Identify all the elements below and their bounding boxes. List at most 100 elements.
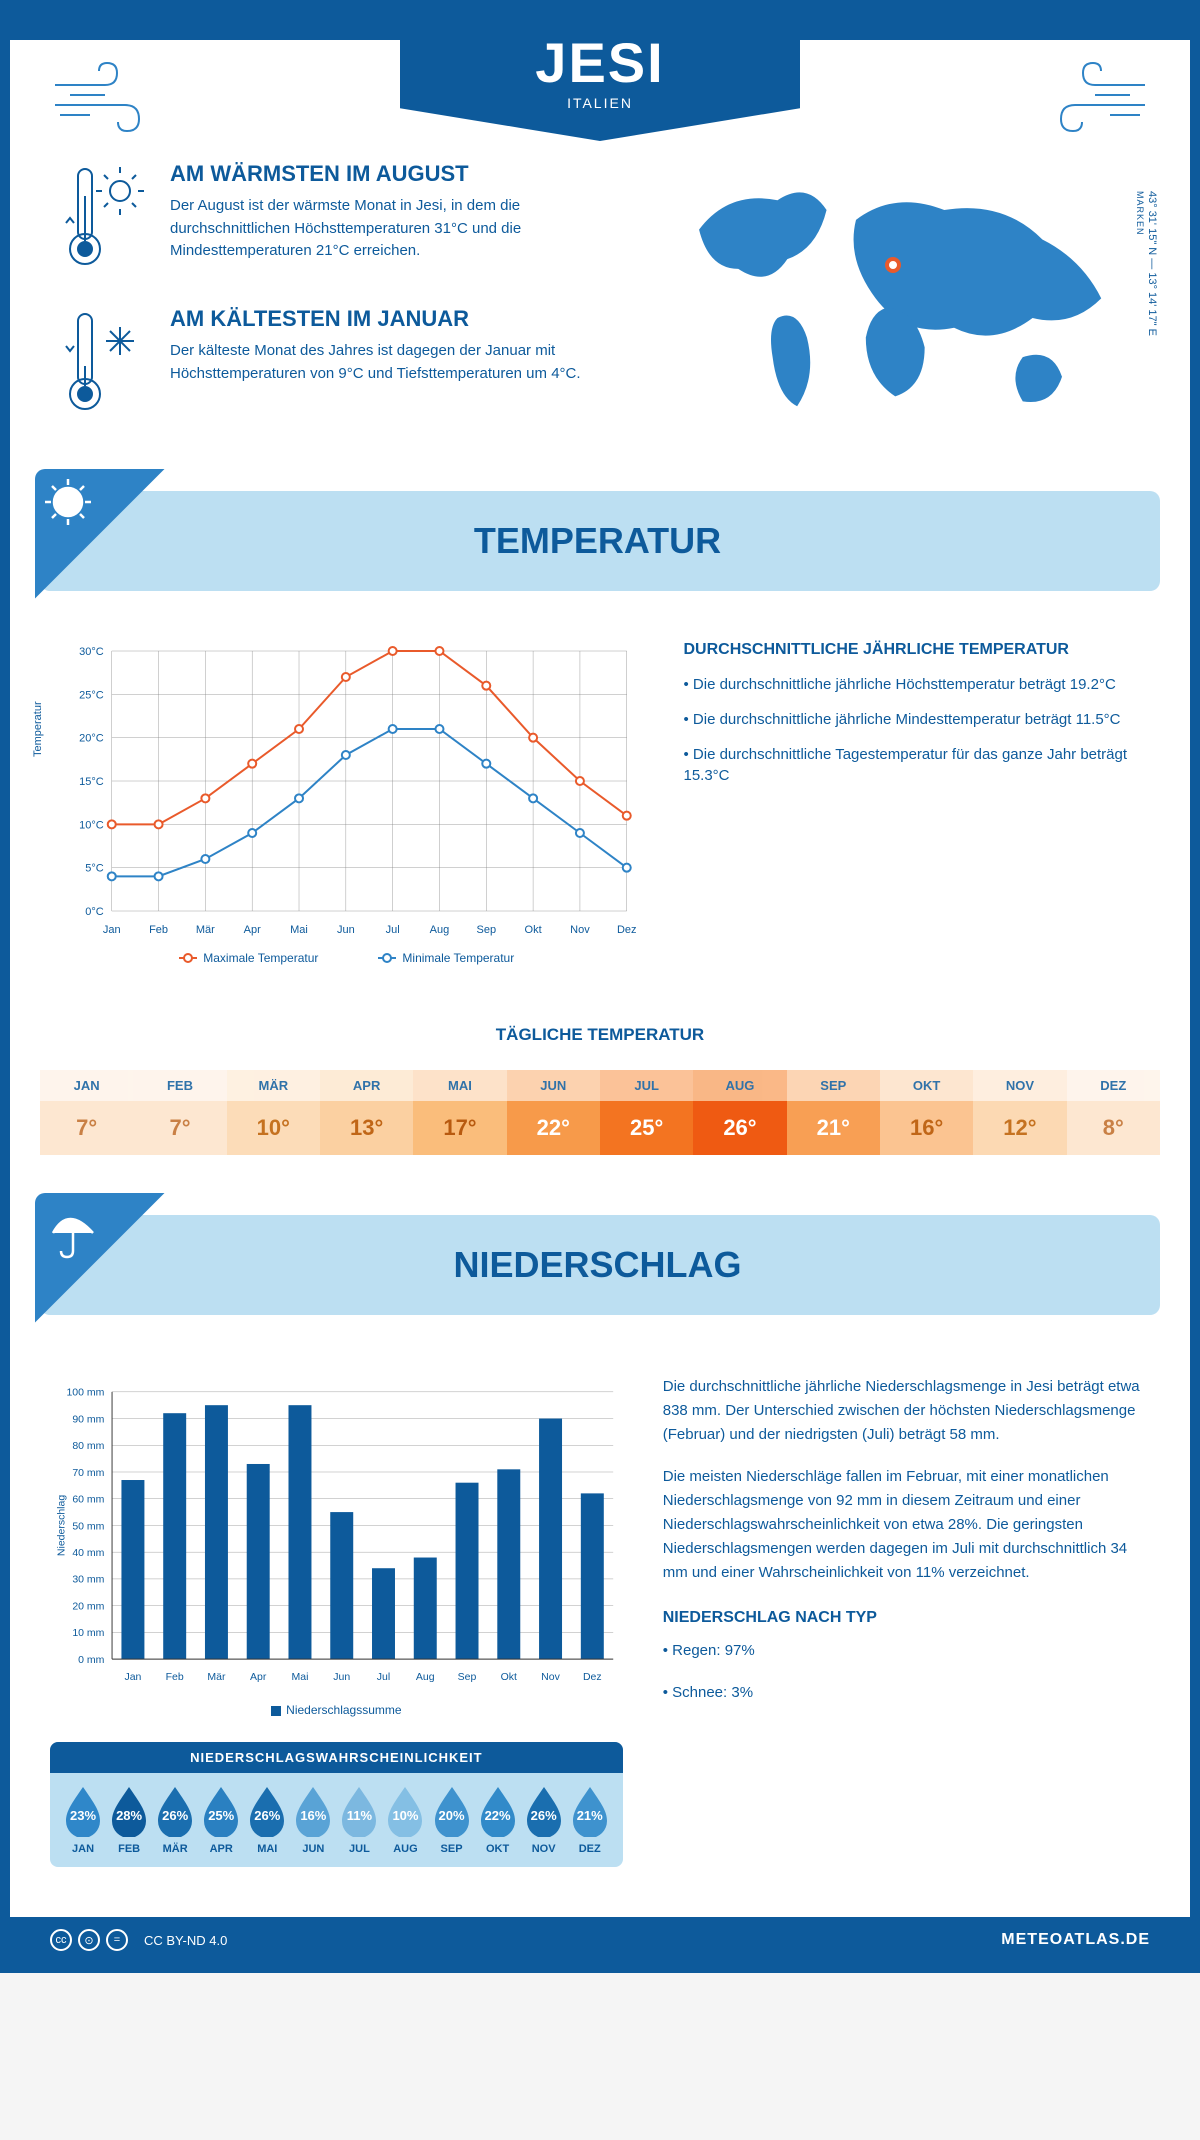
sun-icon [43,477,103,537]
daily-temp-cell: JUN 22° [507,1060,600,1165]
cc-icon: cc [50,1929,72,1951]
precip-type-heading: NIEDERSCHLAG NACH TYP [663,1605,1140,1631]
daily-temp-cell: DEZ 8° [1067,1060,1160,1165]
precip-prob-drop: 10% AUG [382,1785,428,1855]
brand-text: METEOATLAS.DE [1001,1931,1150,1949]
svg-text:100 mm: 100 mm [66,1387,104,1399]
svg-text:Feb: Feb [149,924,168,936]
precip-bar-chart: Niederschlag0 mm10 mm20 mm30 mm40 mm50 m… [50,1375,623,1695]
svg-text:50 mm: 50 mm [72,1520,104,1532]
coldest-text: Der kälteste Monat des Jahres ist dagege… [170,340,600,385]
city-title: JESI [400,30,800,95]
svg-text:Okt: Okt [525,924,542,936]
svg-text:Feb: Feb [166,1671,184,1683]
temperature-line-chart: Temperatur 0°C5°C10°C15°C20°C25°C30°CJan… [50,641,643,941]
svg-text:Mai: Mai [290,924,308,936]
region-label: MARKEN [1135,191,1145,236]
precip-prob-drop: 16% JUN [290,1785,336,1855]
svg-text:Jul: Jul [386,924,400,936]
svg-text:Okt: Okt [501,1671,517,1683]
precip-type: • Regen: 97% [663,1639,1140,1663]
temperature-section-header: TEMPERATUR [40,491,1160,591]
svg-text:Aug: Aug [430,924,450,936]
svg-text:Apr: Apr [244,924,261,936]
coordinates-text: 43° 31' 15" N — 13° 14' 17" E [1146,191,1158,336]
svg-text:25°C: 25°C [79,689,104,701]
bar-legend: Niederschlagssumme [286,1703,401,1717]
by-icon: ⊙ [78,1929,100,1951]
svg-text:Jul: Jul [377,1671,390,1683]
warmest-text: Der August ist der wärmste Monat in Jesi… [170,195,600,263]
svg-text:90 mm: 90 mm [72,1413,104,1425]
svg-text:Mär: Mär [207,1671,226,1683]
umbrella-icon [43,1201,103,1261]
precip-section-header: NIEDERSCHLAG [40,1215,1160,1315]
svg-text:5°C: 5°C [85,863,104,875]
wind-icon [1030,60,1150,140]
precip-heading: NIEDERSCHLAG [35,1244,1160,1286]
svg-text:30°C: 30°C [79,646,104,658]
svg-text:Jan: Jan [124,1671,141,1683]
svg-text:Jun: Jun [337,924,355,936]
svg-text:80 mm: 80 mm [72,1440,104,1452]
daily-temp-cell: JAN 7° [40,1060,133,1165]
thermometer-snow-icon [60,306,150,421]
svg-text:Niederschlag: Niederschlag [55,1495,67,1556]
footer-bar: cc ⊙ = CC BY-ND 4.0 METEOATLAS.DE [10,1917,1190,1963]
country-subtitle: ITALIEN [400,95,800,111]
precip-prob-drop: 28% FEB [106,1785,152,1855]
daily-temp-cell: OKT 16° [880,1060,973,1165]
temp-bullet: • Die durchschnittliche jährliche Höchst… [683,674,1140,695]
precip-prob-drop: 26% MÄR [152,1785,198,1855]
precip-prob-drop: 26% NOV [521,1785,567,1855]
svg-text:Nov: Nov [541,1671,560,1683]
daily-temp-cell: SEP 21° [787,1060,880,1165]
daily-temp-heading: TÄGLICHE TEMPERATUR [10,1025,1190,1045]
svg-text:10 mm: 10 mm [72,1627,104,1639]
temperature-heading: TEMPERATUR [35,520,1160,562]
world-map: MARKEN 43° 31' 15" N — 13° 14' 17" E [650,161,1140,451]
svg-text:Dez: Dez [617,924,637,936]
warmest-heading: AM WÄRMSTEN IM AUGUST [170,161,600,187]
svg-text:20°C: 20°C [79,733,104,745]
svg-text:Apr: Apr [250,1671,267,1683]
license-text: CC BY-ND 4.0 [144,1933,227,1948]
nd-icon: = [106,1929,128,1951]
legend-max: Maximale Temperatur [203,951,318,965]
temp-bullet: • Die durchschnittliche Tagestemperatur … [683,744,1140,786]
svg-text:0 mm: 0 mm [78,1654,105,1666]
svg-text:Mär: Mär [196,924,215,936]
precip-paragraph: Die durchschnittliche jährliche Niedersc… [663,1375,1140,1447]
svg-text:Sep: Sep [458,1671,477,1683]
daily-temp-cell: MÄR 10° [227,1060,320,1165]
daily-temp-cell: NOV 12° [973,1060,1066,1165]
legend-min: Minimale Temperatur [402,951,514,965]
precip-prob-drop: 25% APR [198,1785,244,1855]
daily-temp-cell: FEB 7° [133,1060,226,1165]
prob-title: NIEDERSCHLAGSWAHRSCHEINLICHKEIT [50,1742,623,1773]
precip-prob-drop: 11% JUL [336,1785,382,1855]
chart-ylabel: Temperatur [32,701,44,757]
temp-bullet: • Die durchschnittliche jährliche Mindes… [683,709,1140,730]
svg-text:40 mm: 40 mm [72,1547,104,1559]
daily-temp-cell: JUL 25° [600,1060,693,1165]
svg-text:0°C: 0°C [85,906,104,918]
svg-text:60 mm: 60 mm [72,1494,104,1506]
svg-text:Dez: Dez [583,1671,602,1683]
svg-text:Sep: Sep [476,924,496,936]
precip-prob-drop: 22% OKT [475,1785,521,1855]
svg-text:15°C: 15°C [79,776,104,788]
daily-temp-cell: MAI 17° [413,1060,506,1165]
location-marker [885,257,901,273]
precip-prob-drop: 20% SEP [429,1785,475,1855]
title-banner: JESI ITALIEN [400,10,800,141]
wind-icon [50,60,170,140]
coldest-heading: AM KÄLTESTEN IM JANUAR [170,306,600,332]
svg-text:70 mm: 70 mm [72,1467,104,1479]
daily-temp-cell: AUG 26° [693,1060,786,1165]
svg-text:10°C: 10°C [79,819,104,831]
temp-avg-heading: DURCHSCHNITTLICHE JÄHRLICHE TEMPERATUR [683,641,1140,659]
precip-type: • Schnee: 3% [663,1681,1140,1705]
svg-text:Nov: Nov [570,924,590,936]
thermometer-sun-icon [60,161,150,276]
